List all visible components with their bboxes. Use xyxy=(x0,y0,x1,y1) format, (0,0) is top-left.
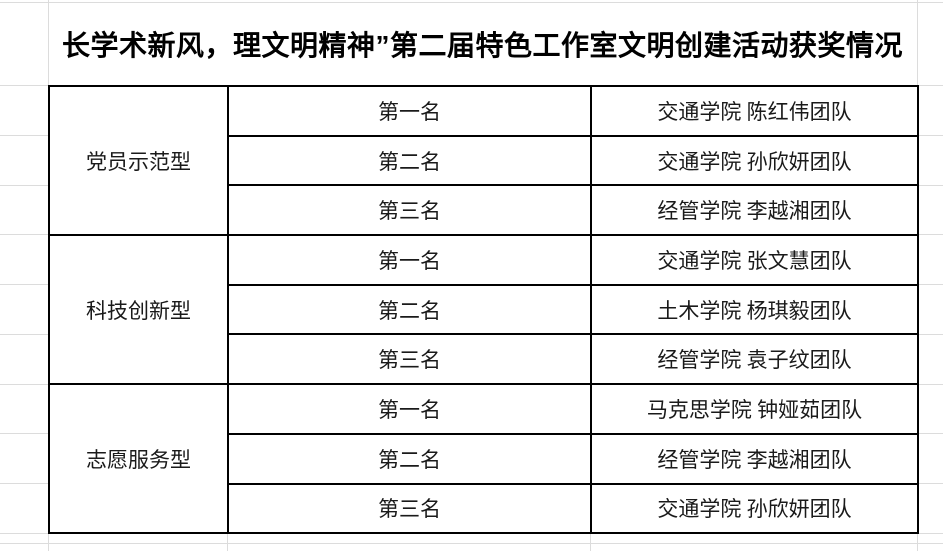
gridline-horizontal xyxy=(0,384,48,385)
winner-cell[interactable]: 土木学院 杨琪毅团队 xyxy=(590,283,919,336)
rank-cell[interactable]: 第二名 xyxy=(227,432,592,485)
gridline-horizontal xyxy=(0,334,48,335)
rank-cell[interactable]: 第一名 xyxy=(227,85,592,137)
table-row: 第三名 经管学院 李越湘团队 xyxy=(49,184,919,237)
gridline-horizontal xyxy=(0,533,48,534)
gridline-vertical xyxy=(48,533,49,551)
table-row: 党员示范型 第一名 交通学院 陈红伟团队 xyxy=(48,84,919,237)
rank-cell[interactable]: 第二名 xyxy=(227,134,592,187)
gridline-horizontal xyxy=(0,543,943,544)
winner-cell[interactable]: 交通学院 孙欣妍团队 xyxy=(590,134,919,187)
table-row: 第二名 交通学院 孙欣妍团队 xyxy=(49,134,919,187)
table-row: 第三名 交通学院 孙欣妍团队 xyxy=(49,482,919,535)
rank-cell[interactable]: 第三名 xyxy=(227,184,592,237)
gridline-horizontal xyxy=(917,334,943,335)
table-row: 志愿服务型 第一名 马克思学院 钟娅茹团队 xyxy=(48,383,919,535)
gridline-vertical xyxy=(590,533,591,551)
winner-cell[interactable]: 经管学院 李越湘团队 xyxy=(590,184,919,237)
winner-cell[interactable]: 马克思学院 钟娅茹团队 xyxy=(590,383,919,435)
gridline-horizontal xyxy=(917,433,943,434)
gridline-horizontal xyxy=(0,284,48,285)
gridline-horizontal xyxy=(917,135,943,136)
rank-cell[interactable]: 第三名 xyxy=(227,482,592,535)
gridline-horizontal xyxy=(0,135,48,136)
winner-cell[interactable]: 交通学院 陈红伟团队 xyxy=(590,85,919,137)
gridline-horizontal xyxy=(917,284,943,285)
gridline-horizontal xyxy=(917,234,943,235)
category-cell[interactable]: 志愿服务型 xyxy=(48,383,229,535)
gridline-vertical xyxy=(917,0,918,85)
category-cell[interactable]: 科技创新型 xyxy=(48,234,229,386)
gridline-horizontal xyxy=(917,483,943,484)
gridline-horizontal xyxy=(0,185,48,186)
winner-cell[interactable]: 经管学院 李越湘团队 xyxy=(590,432,919,485)
table-row: 第二名 经管学院 李越湘团队 xyxy=(49,432,919,485)
category-cell[interactable]: 党员示范型 xyxy=(48,84,229,237)
gridline-vertical xyxy=(48,0,49,85)
table-row: 第二名 土木学院 杨琪毅团队 xyxy=(49,283,919,336)
table-row: 科技创新型 第一名 交通学院 张文慧团队 xyxy=(48,234,919,386)
gridline-horizontal xyxy=(0,433,48,434)
gridline-horizontal xyxy=(917,384,943,385)
gridline-horizontal xyxy=(0,483,48,484)
rank-cell[interactable]: 第二名 xyxy=(227,283,592,336)
gridline-horizontal xyxy=(917,533,943,534)
winner-cell[interactable]: 经管学院 袁子纹团队 xyxy=(590,333,919,386)
winner-cell[interactable]: 交通学院 张文慧团队 xyxy=(590,234,919,286)
gridline-horizontal xyxy=(917,185,943,186)
gridline-horizontal xyxy=(917,85,943,86)
rank-cell[interactable]: 第三名 xyxy=(227,333,592,386)
rank-cell[interactable]: 第一名 xyxy=(227,234,592,286)
gridline-horizontal xyxy=(0,2,943,3)
sheet-title-cell[interactable]: 长学术新风，理文明精神”第二届特色工作室文明创建活动获奖情况 xyxy=(61,29,903,61)
gridline-horizontal xyxy=(0,234,48,235)
table-row: 第三名 经管学院 袁子纹团队 xyxy=(49,333,919,386)
winner-cell[interactable]: 交通学院 孙欣妍团队 xyxy=(590,482,919,535)
gridline-vertical xyxy=(227,533,228,551)
awards-table: 党员示范型 第一名 交通学院 陈红伟团队 第二名 交通学院 孙欣妍团队 第三名 … xyxy=(48,84,919,535)
gridline-horizontal xyxy=(0,85,48,86)
rank-cell[interactable]: 第一名 xyxy=(227,383,592,435)
gridline-vertical xyxy=(917,533,918,551)
